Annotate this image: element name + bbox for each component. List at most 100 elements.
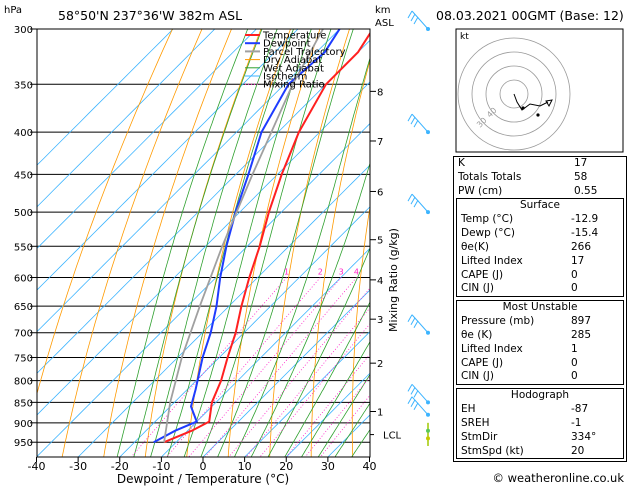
- mixing-ratio-line: [228, 287, 370, 457]
- wet-adiabat-line: [200, 29, 332, 457]
- pressure-tick-label: 450: [14, 170, 33, 181]
- temperature-line: [163, 31, 370, 444]
- wind-barb-staff: [411, 10, 429, 30]
- most-unstable-box: Most Unstable Pressure (mb) 897 θe (K) 285…: [456, 300, 624, 386]
- wet-adiabat-line: [116, 29, 249, 457]
- wind-barb-flag: [410, 317, 416, 325]
- km-tick-label: 5: [377, 236, 383, 247]
- mixing-ratio-label: 10: [403, 267, 413, 276]
- pressure-tick-label: 900: [14, 419, 33, 430]
- km-tick-label: 6: [377, 187, 383, 198]
- mixing-ratio-line: [188, 277, 342, 457]
- wind-barb-flag: [413, 16, 419, 25]
- mu-theta-row: θe (K) 285: [457, 329, 623, 343]
- pressure-tick-label: 350: [14, 80, 33, 91]
- k-index-row: K 17: [454, 157, 626, 171]
- wind-barb-flag: [413, 390, 419, 398]
- label: θe(K): [461, 240, 489, 253]
- temperature-tick-label: 10: [238, 460, 252, 473]
- wind-barb-flag: [407, 193, 413, 202]
- wind-barb-flag: [410, 116, 416, 125]
- temperature-tick-label: 20: [279, 460, 293, 473]
- mixing-ratio-label: 15: [428, 267, 438, 276]
- wind-barb-staff: [411, 314, 429, 334]
- dry-adiabat-line: [351, 204, 370, 457]
- km-tick-label: 8: [377, 87, 383, 98]
- copyright: © weatheronline.co.uk: [492, 471, 624, 485]
- hodograph-frame: [455, 28, 624, 153]
- mixing-ratio-line: [130, 277, 287, 457]
- wind-barb-staff: [411, 193, 429, 213]
- pressure-tick-label: 300: [14, 25, 33, 36]
- value: -1: [571, 416, 582, 429]
- wind-barb-flag: [407, 113, 413, 122]
- isotherm-line: [37, 29, 257, 249]
- isotherm-line: [77, 164, 370, 457]
- value: 897: [571, 315, 592, 328]
- datetime-title: 08.03.2021 00GMT (Base: 12): [436, 8, 624, 23]
- label: CIN (J): [461, 370, 494, 383]
- isotherm-line: [37, 29, 174, 166]
- wet-adiabat-line: [317, 373, 370, 457]
- hodograph-storm-marker: [545, 99, 553, 108]
- isotherm-line: [37, 29, 216, 208]
- wind-barb-flag: [410, 399, 416, 408]
- wind-barb-flag: [407, 396, 413, 405]
- dewpoint-line: [153, 29, 341, 444]
- isotherm-line: [286, 372, 370, 457]
- temperature-tick-label: -40: [28, 460, 46, 473]
- tt-value: 58: [574, 170, 588, 183]
- value: 0: [571, 282, 578, 295]
- value: 334°: [571, 430, 597, 443]
- isotherm-line: [244, 331, 370, 457]
- dry-adiabat-line: [227, 29, 321, 457]
- isotherm-line: [37, 29, 299, 291]
- hodograph-point: [536, 113, 540, 117]
- value: -15.4: [571, 227, 599, 240]
- mixing-ratio-line: [285, 353, 370, 457]
- wet-adiabat-line: [150, 29, 278, 457]
- indices-table: K 17 Totals Totals 58 PW (cm) 0.55 Surface …: [453, 156, 627, 463]
- surface-temp-row: Temp (°C) -12.9: [457, 213, 623, 227]
- label: StmSpd (kt): [461, 444, 524, 457]
- km-tick-label: 7: [377, 137, 383, 148]
- wind-barb-flag: [410, 13, 416, 22]
- wind-barb-dot: [426, 130, 430, 135]
- mixing-ratio-line: [259, 323, 370, 457]
- most-unstable-title: Most Unstable: [502, 301, 578, 314]
- value: -12.9: [571, 213, 599, 226]
- label: SREH: [461, 416, 490, 429]
- wind-barb-flag: [413, 402, 419, 411]
- pw-value: 0.55: [574, 184, 598, 197]
- label: Lifted Index: [461, 342, 523, 355]
- pressure-tick-label: 550: [14, 242, 33, 253]
- mixing-ratio-line: [245, 307, 370, 457]
- wet-adiabat-line: [234, 56, 370, 457]
- surface-wind-dot: [426, 428, 430, 433]
- label: Temp (°C): [461, 213, 514, 226]
- wind-barb-dot: [426, 400, 430, 405]
- surface-cin-row: CIN (J) 0: [457, 282, 623, 296]
- lcl-label: LCL: [383, 431, 402, 442]
- wind-barb-flag: [407, 10, 413, 19]
- hodograph-ring: [471, 51, 557, 137]
- label: θe (K): [461, 328, 493, 341]
- mu-pressure-row: Pressure (mb) 897: [457, 315, 623, 329]
- label: EH: [461, 403, 476, 416]
- label: CIN (J): [461, 282, 494, 295]
- isotherm-line: [37, 29, 340, 333]
- value: 0: [571, 370, 578, 383]
- value: 0: [571, 356, 578, 369]
- temperature-tick-label: 40: [363, 460, 377, 473]
- hodograph-ring: [485, 65, 543, 123]
- k-value: 17: [574, 157, 588, 169]
- parcel-trajectory-line: [163, 29, 324, 443]
- isotherm-line: [161, 247, 370, 457]
- wind-barb-dot: [426, 330, 430, 335]
- legend-label-wet: Wet Adiabat: [263, 63, 324, 74]
- hodograph-point: [521, 106, 525, 110]
- axis-layer: 3003504004505005506006507007508008509009…: [14, 25, 402, 473]
- legend-label-parcel: Parcel Trajectory: [263, 47, 346, 58]
- label: Dewp (°C): [461, 227, 515, 240]
